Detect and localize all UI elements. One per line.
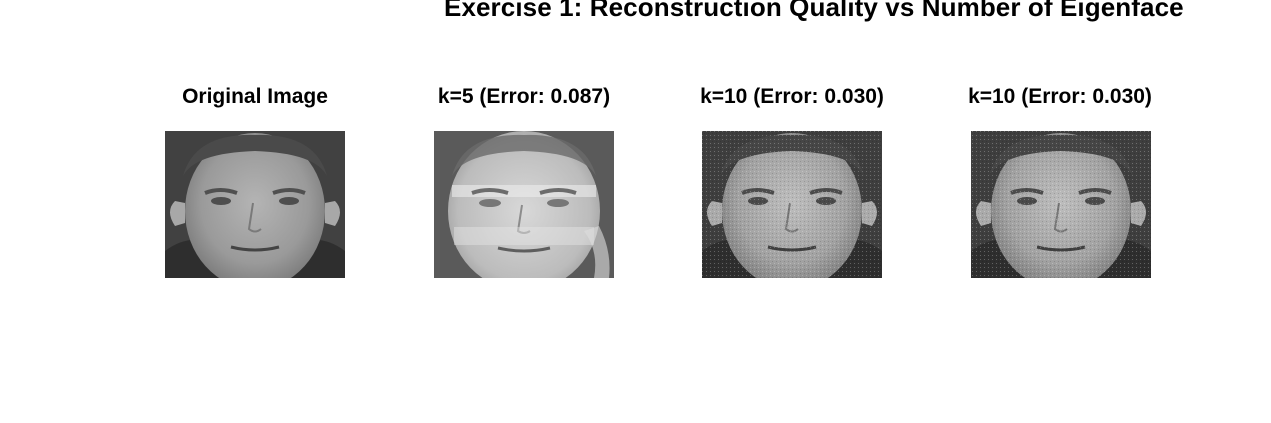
panel-title-k10-a: k=10 (Error: 0.030) (700, 85, 884, 108)
panel-title-original: Original Image (182, 85, 328, 108)
face-image-k10-b (971, 131, 1151, 278)
face-image-k5 (434, 131, 614, 278)
face-image-original (165, 131, 345, 278)
face-image-k10-a (702, 131, 882, 278)
figure-title: Exercise 1: Reconstruction Quality vs Nu… (444, 0, 1184, 22)
panel-title-k10-b: k=10 (Error: 0.030) (968, 85, 1152, 108)
panel-title-k5: k=5 (Error: 0.087) (437, 85, 611, 108)
